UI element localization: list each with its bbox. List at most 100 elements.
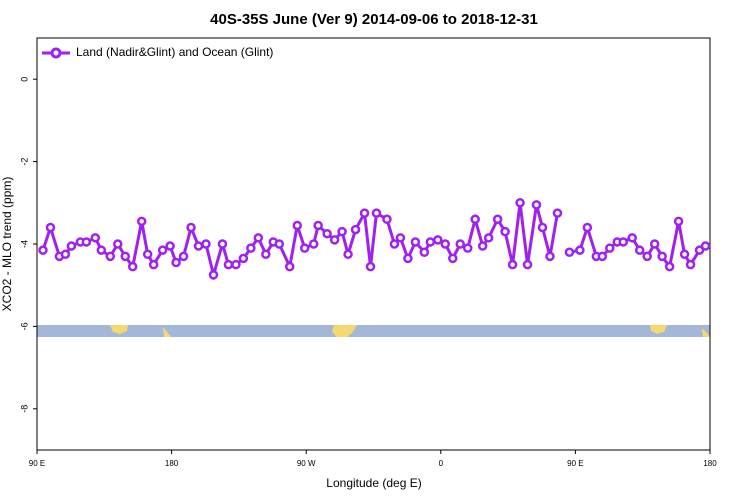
data-point	[419, 247, 430, 257]
data-point	[96, 245, 107, 255]
data-point	[470, 214, 480, 225]
data-point	[217, 239, 228, 249]
data-point	[299, 243, 310, 253]
data-point	[261, 249, 271, 260]
data-point	[382, 214, 392, 225]
data-point	[537, 222, 548, 233]
data-point	[627, 233, 637, 243]
data-point	[38, 245, 48, 255]
y-tick-label: -6	[19, 322, 29, 330]
data-point	[343, 249, 353, 260]
data-point	[545, 251, 555, 262]
data-point	[365, 261, 376, 272]
x-tick-label: 90 E	[567, 459, 583, 468]
data-point	[246, 243, 256, 253]
data-point	[90, 233, 101, 243]
data-point	[201, 239, 211, 249]
data-point	[136, 216, 147, 227]
data-point	[462, 243, 473, 253]
data-point	[597, 251, 608, 262]
map-strip	[37, 325, 710, 337]
data-point	[178, 251, 189, 262]
data-point	[605, 243, 615, 253]
series-line	[41, 202, 559, 281]
data-point	[455, 239, 465, 249]
x-tick-label: 0	[439, 459, 444, 468]
data-point	[105, 251, 116, 262]
data-point	[148, 259, 159, 270]
data-point	[477, 241, 488, 251]
data-point	[679, 249, 690, 260]
legend-marker	[50, 47, 62, 59]
y-tick-label: 0	[19, 77, 29, 82]
legend: Land (Nadir&Glint) and Ocean (Glint)	[42, 45, 273, 59]
chart-title: 40S-35S June (Ver 9) 2014-09-06 to 2018-…	[210, 11, 538, 28]
data-point	[694, 245, 705, 255]
data-point	[403, 253, 413, 264]
data-point	[120, 251, 130, 262]
data-point	[60, 249, 71, 260]
data-point	[582, 222, 593, 233]
data-point	[292, 220, 302, 231]
data-point	[395, 233, 406, 243]
data-point	[113, 239, 123, 249]
data-point	[425, 237, 436, 247]
data-point	[171, 257, 181, 268]
data-point	[575, 245, 585, 255]
data-point	[410, 237, 421, 247]
data-point	[231, 259, 241, 270]
data-point	[238, 253, 249, 264]
data-point	[193, 241, 204, 251]
data-point	[157, 245, 168, 255]
data-point	[440, 239, 451, 249]
data-point	[208, 270, 219, 280]
data-point	[564, 247, 575, 257]
data-point	[522, 259, 533, 270]
data-point	[127, 261, 138, 272]
data-point	[308, 239, 319, 249]
data-point	[515, 198, 525, 208]
x-tick-label: 180	[703, 459, 717, 468]
data-point	[389, 239, 400, 249]
data-point	[448, 253, 458, 264]
data-point	[253, 233, 264, 243]
data-point	[284, 261, 295, 272]
data-point	[685, 259, 696, 270]
data-point	[313, 220, 323, 231]
x-tick-label: 90 E	[29, 459, 45, 468]
y-tick-label: -4	[19, 240, 29, 248]
x-tick-label: 90 W	[297, 459, 316, 468]
y-tick-label: -8	[19, 405, 29, 413]
data-point	[618, 237, 629, 247]
data-point	[223, 259, 234, 270]
legend-label: Land (Nadir&Glint) and Ocean (Glint)	[76, 45, 273, 59]
data-point	[45, 222, 56, 233]
data-point	[142, 249, 153, 260]
data-point	[642, 251, 652, 262]
data-point	[186, 222, 196, 233]
data-point	[649, 239, 660, 249]
data-point	[329, 235, 340, 245]
data-point	[673, 216, 684, 227]
y-tick-label: -2	[19, 158, 29, 166]
data-point	[657, 251, 667, 262]
x-axis-label: Longitude (deg E)	[326, 476, 421, 490]
data-point	[483, 233, 494, 243]
data-point	[507, 259, 518, 270]
data-point	[552, 208, 563, 218]
data-point	[500, 226, 510, 237]
data-point	[66, 241, 77, 251]
data-point	[359, 208, 370, 218]
data-point	[165, 241, 175, 251]
data-point	[433, 235, 443, 245]
data-point	[322, 228, 332, 239]
data-point	[700, 241, 711, 251]
data-point	[664, 261, 675, 272]
data-point	[371, 208, 382, 218]
data-point	[531, 200, 542, 210]
data-point	[634, 245, 645, 255]
data-point	[492, 214, 503, 225]
y-axis-label: XCO2 - MLO trend (ppm)	[0, 177, 14, 312]
x-tick-label: 180	[165, 459, 179, 468]
